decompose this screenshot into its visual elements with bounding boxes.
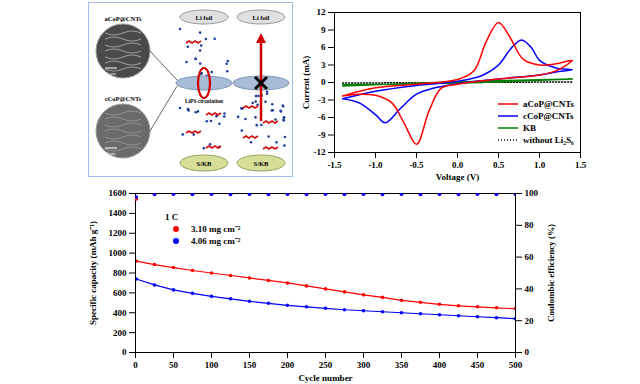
- svg-text:100: 100: [205, 360, 219, 370]
- svg-text:100: 100: [525, 188, 539, 198]
- svg-text:400: 400: [113, 308, 127, 318]
- html-text:without Li₂S₆: without Li₂S₆: [523, 135, 574, 145]
- html-text:KB: KB: [523, 123, 536, 133]
- svg-text:6: 6: [321, 42, 326, 52]
- svg-text:1.0: 1.0: [534, 160, 546, 170]
- svg-text:0: 0: [133, 360, 138, 370]
- svg-text:450: 450: [471, 360, 485, 370]
- svg-text:-1.5: -1.5: [327, 160, 342, 170]
- svg-text:S/KB: S/KB: [197, 160, 212, 167]
- svg-text:0.0: 0.0: [452, 160, 464, 170]
- svg-text:LiPS circulation: LiPS circulation: [185, 98, 223, 104]
- svg-text:12: 12: [317, 7, 327, 17]
- svg-text:20: 20: [525, 316, 535, 326]
- svg-text:200: 200: [113, 328, 127, 338]
- svg-text:0: 0: [122, 347, 127, 357]
- html-text:aCoP@CNTs: aCoP@CNTs: [523, 99, 574, 109]
- svg-text:1000: 1000: [109, 248, 128, 258]
- svg-text:9: 9: [321, 25, 326, 35]
- svg-text:250: 250: [319, 360, 333, 370]
- svg-text:500: 500: [509, 360, 523, 370]
- svg-text:600: 600: [113, 288, 127, 298]
- svg-text:3: 3: [321, 60, 326, 70]
- html-text:1 C: 1 C: [165, 212, 179, 222]
- svg-text:Specific capacity (mAh g⁻¹): Specific capacity (mAh g⁻¹): [88, 221, 98, 325]
- svg-text:Current (mA): Current (mA): [301, 56, 311, 110]
- html-text:4.06 mg cm⁻²: 4.06 mg cm⁻²: [191, 236, 241, 246]
- svg-text:-1.0: -1.0: [368, 160, 383, 170]
- svg-text:1.5: 1.5: [575, 160, 587, 170]
- svg-text:-6: -6: [318, 112, 326, 122]
- svg-text:Li foil: Li foil: [253, 14, 270, 21]
- svg-text:-3: -3: [318, 95, 326, 105]
- svg-text:1400: 1400: [109, 208, 128, 218]
- svg-text:400: 400: [433, 360, 447, 370]
- svg-text:350: 350: [395, 360, 409, 370]
- svg-text:Coulombic efficiency (%): Coulombic efficiency (%): [546, 224, 556, 322]
- svg-text:S/KB: S/KB: [254, 160, 269, 167]
- svg-text:Cycle number: Cycle number: [298, 373, 352, 383]
- svg-text:200: 200: [281, 360, 295, 370]
- svg-text:Voltage (V): Voltage (V): [436, 172, 479, 182]
- svg-text:800: 800: [113, 268, 127, 278]
- svg-text:40: 40: [525, 284, 535, 294]
- svg-text:0: 0: [525, 347, 530, 357]
- html-text:cCoP@CNTs: cCoP@CNTs: [523, 111, 574, 121]
- svg-text:-0.5: -0.5: [409, 160, 424, 170]
- svg-text:2 nm: 2 nm: [106, 151, 116, 156]
- svg-text:1600: 1600: [109, 188, 128, 198]
- svg-text:-12: -12: [314, 147, 326, 157]
- svg-text:0: 0: [321, 77, 326, 87]
- svg-text:Li foil: Li foil: [196, 14, 213, 21]
- html-text:3.10 mg cm⁻²: 3.10 mg cm⁻²: [191, 224, 241, 234]
- svg-text:1 μm: 1 μm: [106, 71, 116, 76]
- svg-text:aCoP@CNTs: aCoP@CNTs: [105, 15, 142, 22]
- svg-text:50: 50: [169, 360, 179, 370]
- svg-text:1200: 1200: [109, 228, 128, 238]
- svg-text:150: 150: [243, 360, 257, 370]
- svg-text:60: 60: [525, 252, 535, 262]
- svg-text:cCoP@CNTs: cCoP@CNTs: [105, 95, 142, 102]
- svg-text:80: 80: [525, 220, 535, 230]
- svg-text:-9: -9: [318, 130, 326, 140]
- svg-text:0.5: 0.5: [493, 160, 505, 170]
- svg-text:300: 300: [357, 360, 371, 370]
